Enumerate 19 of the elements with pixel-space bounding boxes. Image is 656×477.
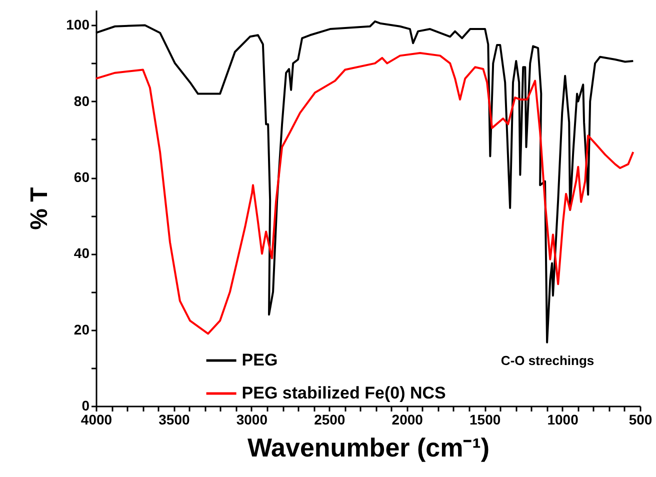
- x-tick-label: 500: [628, 412, 652, 428]
- x-tick-label: 3500: [158, 412, 190, 428]
- y-tick-label: 0: [82, 398, 90, 414]
- legend-label: PEG stabilized Fe(0) NCS: [242, 384, 446, 402]
- x-tick-label: 3000: [236, 412, 268, 428]
- x-tick-label: 2500: [314, 412, 346, 428]
- x-tick-label: 1500: [469, 412, 501, 428]
- annotation: C-O strechings: [500, 353, 594, 368]
- y-tick-label: 20: [74, 321, 90, 338]
- x-tick-label: 2000: [392, 412, 424, 428]
- x-tick-label: 1000: [547, 412, 579, 428]
- y-tick-label: 80: [74, 92, 90, 109]
- y-tick-label: 60: [74, 169, 90, 186]
- x-axis-title: Wavenumber (cm⁻¹): [247, 432, 490, 462]
- legend-label: PEG: [242, 350, 278, 370]
- y-tick-label: 100: [66, 16, 90, 33]
- y-axis-title: % T: [26, 186, 54, 230]
- y-tick-label: 40: [74, 245, 90, 262]
- x-tick-label: 4000: [80, 412, 112, 428]
